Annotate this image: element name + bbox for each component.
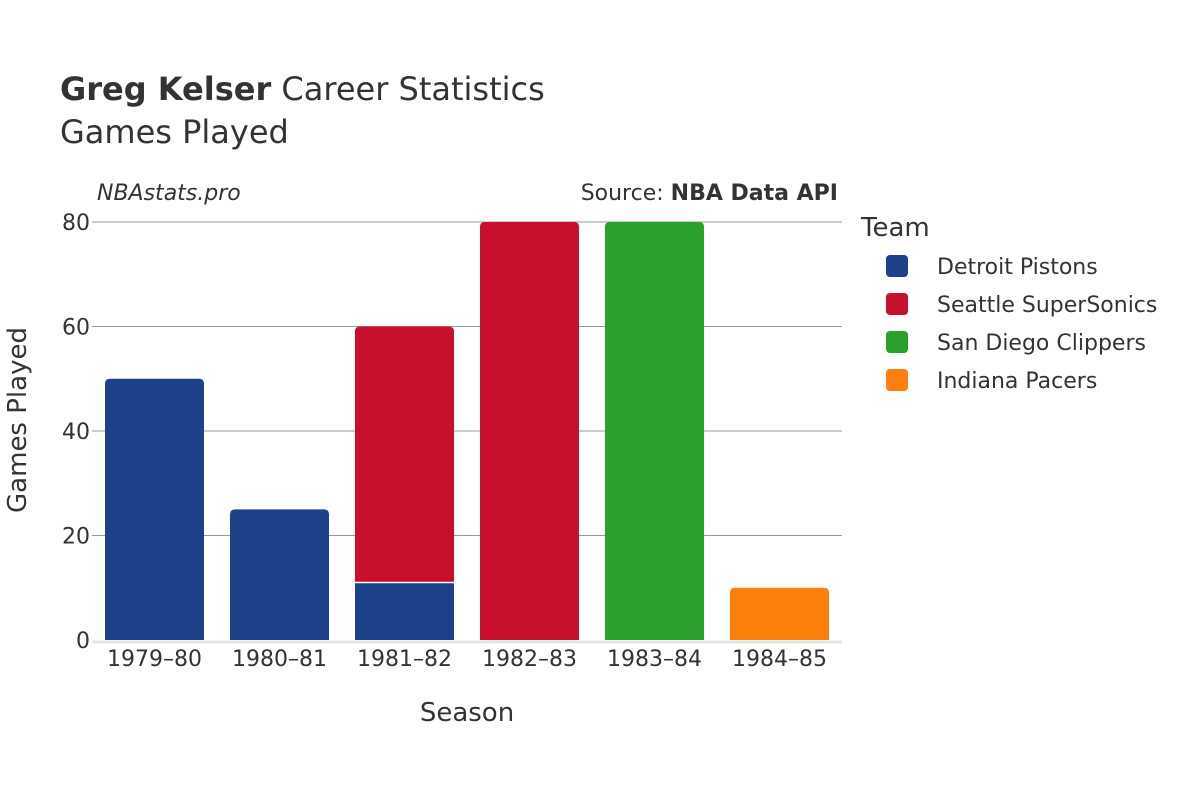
legend-item[interactable]: Detroit Pistons [886,255,1098,280]
y-axis-title: Games Played [3,327,33,513]
legend-item[interactable]: San Diego Clippers [886,331,1146,356]
x-tick-label: 1981–82 [357,647,452,672]
chart-title: Greg Kelser Career Statistics [60,70,545,108]
bar-detroit-pistons[interactable] [230,509,329,640]
source-credit: Source: NBA Data API [581,181,838,206]
y-tick-label: 40 [62,420,90,445]
bar-seattle-supersonics[interactable] [480,222,579,640]
bar-san-diego-clippers[interactable] [605,222,704,640]
y-tick-label: 0 [76,629,90,654]
legend-swatch [886,331,908,353]
player-name: Greg Kelser [60,70,271,108]
x-tick-label: 1982–83 [482,647,577,672]
bar-detroit-pistons[interactable] [355,582,454,640]
y-tick-label: 80 [62,211,90,236]
bar-indiana-pacers[interactable] [730,587,829,640]
chart-subtitle: Games Played [60,113,289,151]
site-watermark: NBAstats.pro [97,181,241,206]
bar-detroit-pistons[interactable] [105,378,204,640]
legend-title: Team [860,213,930,243]
legend-item[interactable]: Seattle SuperSonics [886,293,1157,318]
bar-seattle-supersonics[interactable] [355,326,454,583]
legend-swatch [886,369,908,391]
source-label: Source: [581,181,671,206]
x-tick-label: 1980–81 [232,647,327,672]
legend-swatch [886,255,908,277]
legend-label: Indiana Pacers [937,369,1097,394]
legend-item[interactable]: Indiana Pacers [886,369,1097,394]
title-suffix: Career Statistics [281,70,544,108]
y-tick-label: 20 [62,525,90,550]
legend-label: San Diego Clippers [937,331,1146,356]
x-tick-label: 1984–85 [732,647,827,672]
y-tick-label: 60 [62,316,90,341]
x-tick-label: 1983–84 [607,647,702,672]
x-tick-label: 1979–80 [107,647,202,672]
legend-swatch [886,293,908,315]
legend-label: Detroit Pistons [937,255,1098,280]
x-axis-title: Season [420,698,514,728]
source-name: NBA Data API [671,181,838,206]
legend-label: Seattle SuperSonics [937,293,1157,318]
